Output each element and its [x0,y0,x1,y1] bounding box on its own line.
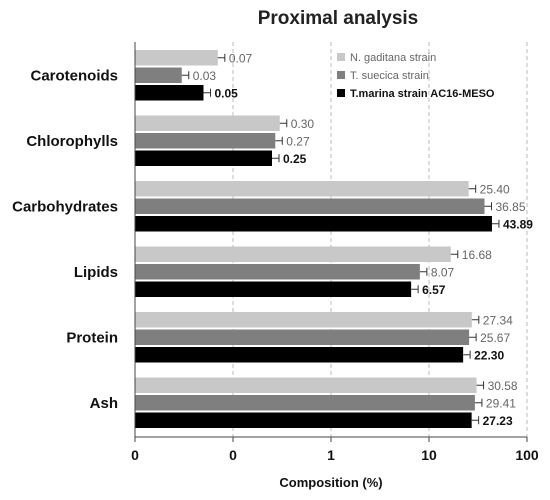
bar [135,312,472,328]
data-label: 25.40 [480,182,510,196]
x-axis: 0 0 1 10 100 [131,42,539,463]
x-tick-label: 0 [131,447,139,463]
data-label: 0.25 [283,152,307,166]
chart-title: Proximal analysis [258,8,419,29]
bar [135,115,280,131]
data-label: 43.89 [503,217,533,231]
bar [135,347,464,363]
legend-label: T.marina strain AC16-MESO [350,88,495,100]
legend: N. gaditana strain T. suecica strain T.mar… [337,52,495,100]
bar [135,181,469,197]
data-label: 27.34 [483,313,513,327]
bar [135,395,475,411]
bar [135,329,470,345]
x-tick-label: 0 [229,447,237,463]
category-labels: Carotenoids Chlorophylls Carbohydrates Lipi… [12,67,118,412]
data-label: 0.07 [229,51,253,65]
x-tick-label: 1 [327,447,335,463]
data-label: 16.68 [462,248,492,262]
legend-label: T. suecica strain [350,70,429,82]
category-label: Ash [90,395,118,412]
data-label: 36.85 [496,200,526,214]
bar [135,150,272,166]
bar [135,50,218,66]
legend-swatch [337,71,345,79]
category-label: Chlorophylls [26,133,118,150]
data-label: 30.58 [488,379,518,393]
data-label: 0.05 [214,86,238,100]
category-label: Carotenoids [30,67,118,84]
data-label: 29.41 [486,396,516,410]
category-label: Lipids [74,264,118,281]
gridlines [232,42,528,437]
bar [135,85,204,101]
bar [135,216,492,232]
legend-swatch [337,53,345,61]
bar [135,281,412,297]
data-label: 27.23 [483,414,513,428]
data-label: 0.27 [286,134,310,148]
bar [135,264,420,280]
data-label: 8.07 [431,265,455,279]
bar [135,412,472,428]
legend-label: N. gaditana strain [350,52,436,64]
bar [135,377,477,393]
data-label: 6.57 [422,283,446,297]
x-axis-label: Composition (%) [279,475,382,490]
category-label: Protein [66,329,118,346]
bar [135,246,451,262]
bar [135,67,182,83]
bars: 0.07 0.30 25.40 16.68 27.34 30.58 0.03 0.27 36.8… [135,50,533,428]
data-label: 0.03 [193,69,217,83]
bar [135,198,485,214]
x-tick-label: 10 [421,447,437,463]
bar [135,133,276,149]
data-label: 0.30 [291,117,315,131]
data-label: 25.67 [480,331,510,345]
category-label: Carbohydrates [12,198,118,215]
data-label: 22.30 [474,348,504,362]
legend-swatch [337,89,345,97]
x-tick-label: 100 [515,447,539,463]
